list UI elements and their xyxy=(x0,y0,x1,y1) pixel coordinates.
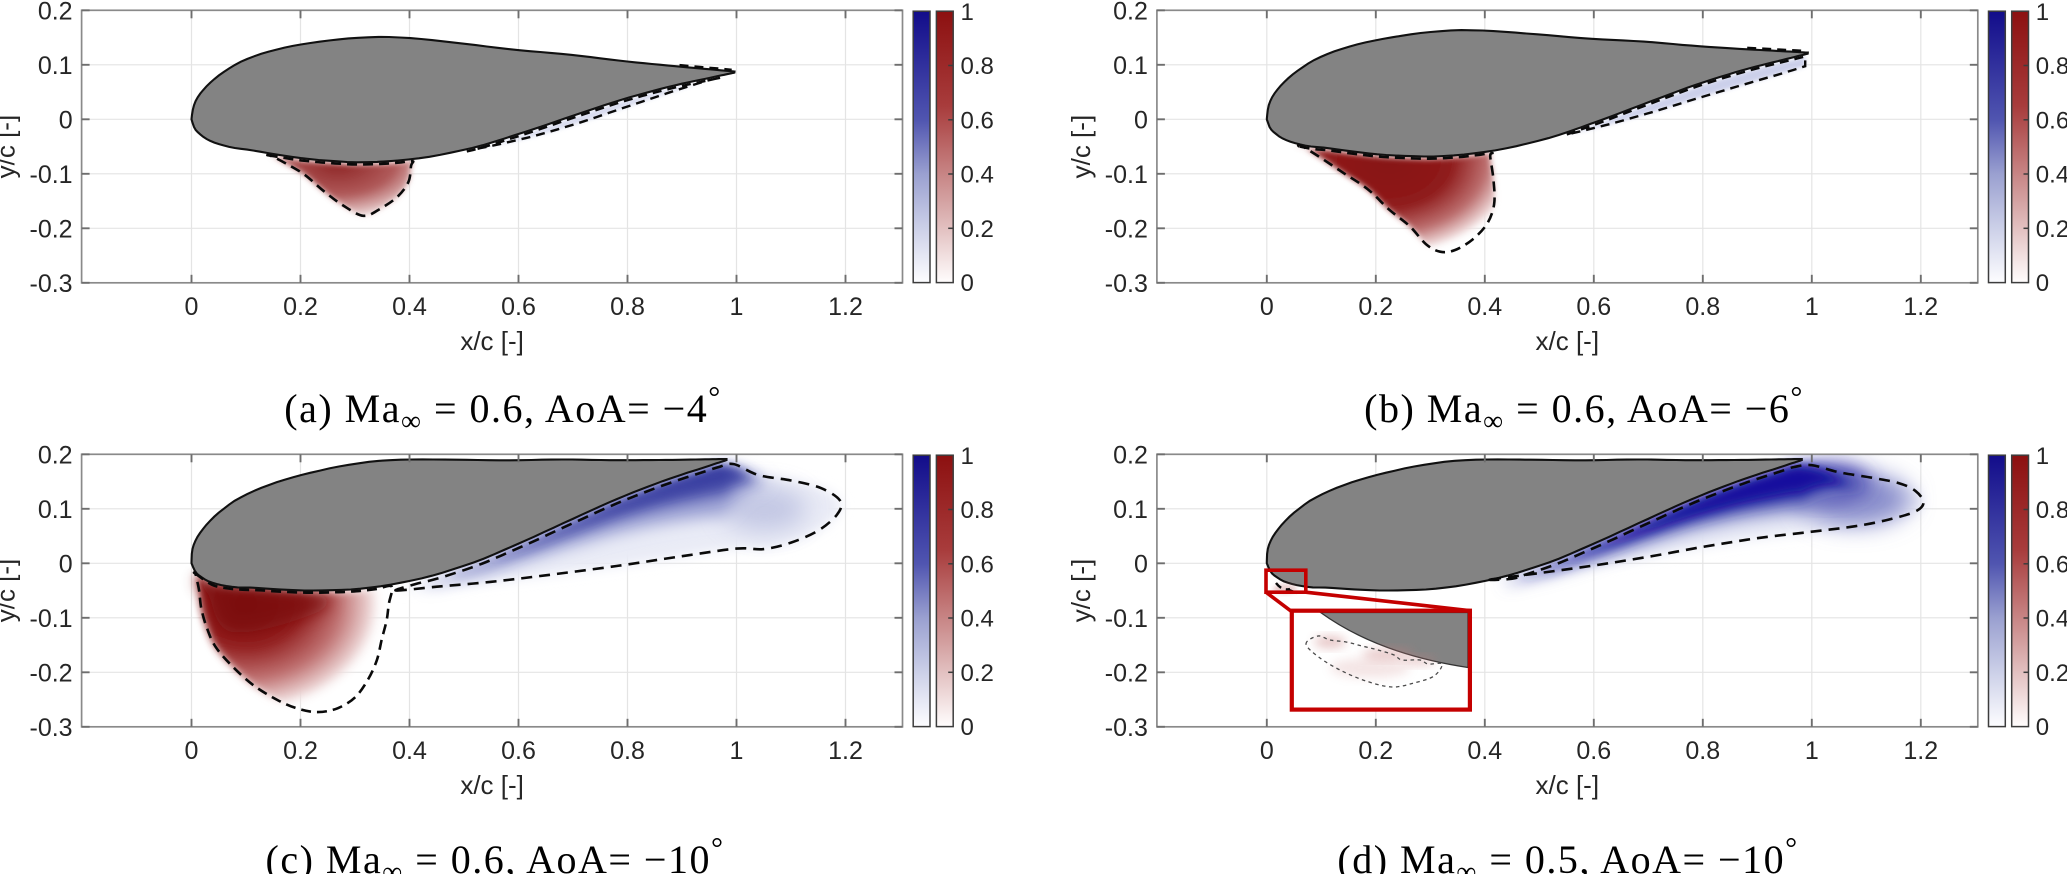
svg-text:0.8: 0.8 xyxy=(1685,737,1720,765)
svg-text:1: 1 xyxy=(730,737,744,765)
svg-text:0.8: 0.8 xyxy=(1685,293,1720,321)
svg-text:0: 0 xyxy=(961,714,974,741)
svg-text:0.8: 0.8 xyxy=(610,293,645,321)
svg-text:0.8: 0.8 xyxy=(961,53,994,80)
svg-text:(a) Ma∞ = 0.6, AoA= −4°: (a) Ma∞ = 0.6, AoA= −4° xyxy=(284,381,721,437)
svg-text:0.1: 0.1 xyxy=(38,496,73,524)
svg-text:-0.3: -0.3 xyxy=(30,714,73,742)
svg-text:1.2: 1.2 xyxy=(1903,293,1938,321)
svg-text:-0.3: -0.3 xyxy=(1105,270,1148,298)
svg-text:1.2: 1.2 xyxy=(828,737,863,765)
svg-text:-0.1: -0.1 xyxy=(30,605,73,633)
svg-text:0: 0 xyxy=(1134,550,1148,578)
svg-text:1: 1 xyxy=(2036,0,2049,26)
svg-text:1: 1 xyxy=(961,443,974,470)
svg-text:0.6: 0.6 xyxy=(2036,551,2067,578)
svg-text:1: 1 xyxy=(730,293,744,321)
svg-text:0.2: 0.2 xyxy=(1113,0,1148,25)
svg-text:0: 0 xyxy=(2036,714,2049,741)
svg-text:0.6: 0.6 xyxy=(2036,107,2067,134)
svg-text:0.6: 0.6 xyxy=(961,107,994,134)
svg-text:0.2: 0.2 xyxy=(283,293,318,321)
svg-text:0.2: 0.2 xyxy=(961,660,994,687)
svg-text:-0.3: -0.3 xyxy=(30,270,73,298)
svg-text:x/c [-]: x/c [-] xyxy=(1536,770,1600,800)
svg-text:0.6: 0.6 xyxy=(1576,293,1611,321)
svg-text:(d) Ma∞ = 0.5, AoA= −10°: (d) Ma∞ = 0.5, AoA= −10° xyxy=(1337,832,1798,874)
svg-text:0: 0 xyxy=(1134,106,1148,134)
svg-text:0.8: 0.8 xyxy=(961,497,994,524)
svg-text:0.2: 0.2 xyxy=(38,0,73,25)
svg-text:x/c [-]: x/c [-] xyxy=(460,770,524,800)
svg-text:1: 1 xyxy=(1805,293,1819,321)
svg-text:-0.1: -0.1 xyxy=(30,161,73,189)
svg-text:1: 1 xyxy=(961,0,974,26)
svg-text:-0.2: -0.2 xyxy=(1105,215,1148,243)
svg-text:0.2: 0.2 xyxy=(283,737,318,765)
svg-text:0.8: 0.8 xyxy=(2036,497,2067,524)
svg-text:-0.2: -0.2 xyxy=(30,659,73,687)
svg-text:0.4: 0.4 xyxy=(2036,162,2067,189)
svg-text:0.1: 0.1 xyxy=(1113,496,1148,524)
svg-text:0.6: 0.6 xyxy=(1576,737,1611,765)
svg-text:0.8: 0.8 xyxy=(2036,53,2067,80)
svg-text:0: 0 xyxy=(59,550,73,578)
svg-text:0.2: 0.2 xyxy=(1358,737,1393,765)
svg-text:0: 0 xyxy=(59,106,73,134)
svg-text:y/c [-]: y/c [-] xyxy=(1066,559,1096,623)
svg-text:0: 0 xyxy=(1260,737,1274,765)
svg-text:-0.3: -0.3 xyxy=(1105,714,1148,742)
svg-text:0.2: 0.2 xyxy=(961,216,994,243)
svg-text:(b) Ma∞ = 0.6, AoA= −6°: (b) Ma∞ = 0.6, AoA= −6° xyxy=(1364,381,1804,437)
svg-text:1.2: 1.2 xyxy=(828,293,863,321)
svg-text:0.1: 0.1 xyxy=(38,52,73,80)
svg-text:0: 0 xyxy=(185,737,199,765)
svg-text:0.2: 0.2 xyxy=(38,441,73,469)
svg-text:1.2: 1.2 xyxy=(1903,737,1938,765)
svg-text:y/c [-]: y/c [-] xyxy=(0,115,21,179)
svg-text:0.6: 0.6 xyxy=(961,551,994,578)
svg-text:0.6: 0.6 xyxy=(501,293,536,321)
svg-text:0.4: 0.4 xyxy=(2036,606,2067,633)
svg-text:-0.2: -0.2 xyxy=(30,215,73,243)
svg-text:x/c [-]: x/c [-] xyxy=(1536,326,1600,356)
svg-text:0.2: 0.2 xyxy=(2036,660,2067,687)
svg-text:x/c [-]: x/c [-] xyxy=(460,326,524,356)
svg-text:0.2: 0.2 xyxy=(2036,216,2067,243)
svg-text:0.2: 0.2 xyxy=(1358,293,1393,321)
svg-text:0.4: 0.4 xyxy=(1467,737,1502,765)
svg-text:0: 0 xyxy=(961,270,974,297)
svg-text:1: 1 xyxy=(2036,443,2049,470)
svg-text:(c) Ma∞ = 0.6, AoA= −10°: (c) Ma∞ = 0.6, AoA= −10° xyxy=(266,832,725,874)
svg-text:-0.2: -0.2 xyxy=(1105,659,1148,687)
svg-text:-0.1: -0.1 xyxy=(1105,161,1148,189)
svg-text:1: 1 xyxy=(1805,737,1819,765)
svg-text:0.8: 0.8 xyxy=(610,737,645,765)
svg-text:0.1: 0.1 xyxy=(1113,52,1148,80)
svg-text:0: 0 xyxy=(2036,270,2049,297)
svg-text:0: 0 xyxy=(1260,293,1274,321)
svg-text:0: 0 xyxy=(185,293,199,321)
svg-text:0.4: 0.4 xyxy=(961,606,994,633)
svg-text:y/c [-]: y/c [-] xyxy=(1066,115,1096,179)
svg-text:0.4: 0.4 xyxy=(1467,293,1502,321)
svg-text:-0.1: -0.1 xyxy=(1105,605,1148,633)
svg-text:0.4: 0.4 xyxy=(392,737,427,765)
svg-text:0.4: 0.4 xyxy=(392,293,427,321)
svg-text:0.2: 0.2 xyxy=(1113,441,1148,469)
svg-text:y/c [-]: y/c [-] xyxy=(0,559,21,623)
svg-text:0.6: 0.6 xyxy=(501,737,536,765)
svg-text:0.4: 0.4 xyxy=(961,162,994,189)
